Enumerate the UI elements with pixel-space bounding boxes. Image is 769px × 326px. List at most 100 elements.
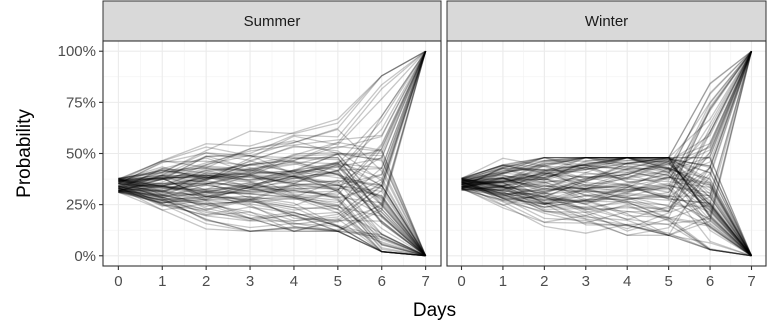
- x-tick-label: 6: [706, 273, 714, 290]
- panel-summer: Summer 0 1 2 3 4 5 6 7: [102, 0, 442, 290]
- series-line-summer-43: [118, 152, 427, 257]
- series-line-summer-95: [118, 173, 427, 257]
- series-line-summer-22: [118, 50, 427, 196]
- series-line-summer-96: [118, 191, 426, 257]
- series-lines-summer: [118, 50, 427, 257]
- series-line-summer-23: [118, 50, 427, 192]
- x-tick-label: 3: [246, 273, 254, 290]
- series-line-winter-49: [461, 50, 753, 194]
- series-line-summer-83: [118, 50, 427, 204]
- series-line-winter-75: [461, 50, 753, 201]
- series-line-winter-10: [461, 186, 752, 257]
- y-tick-label: 100%: [58, 43, 96, 60]
- series-line-winter-86: [461, 50, 753, 212]
- series-line-winter-20: [461, 164, 753, 257]
- gridlines-winter: [447, 41, 766, 266]
- series-line-summer-72: [118, 51, 427, 222]
- series-line-winter-33: [461, 176, 753, 257]
- y-tick-label: 75%: [66, 94, 96, 111]
- series-line-winter-17: [461, 172, 753, 257]
- facet-strip-summer: [102, 0, 442, 42]
- series-line-summer-54: [118, 50, 427, 188]
- series-line-summer-88: [118, 152, 427, 257]
- series-line-summer-19: [118, 189, 426, 257]
- series-line-winter-85: [461, 185, 752, 257]
- series-line-summer-85: [118, 50, 427, 194]
- series-line-winter-55: [461, 167, 753, 257]
- series-line-winter-11: [461, 156, 753, 257]
- series-line-summer-67: [118, 172, 427, 257]
- series-line-summer-53: [118, 50, 427, 183]
- series-line-summer-66: [118, 179, 426, 257]
- series-line-summer-57: [118, 177, 427, 257]
- x-axis-title: Days: [413, 300, 456, 321]
- series-line-summer-87: [118, 51, 427, 197]
- series-line-summer-65: [118, 177, 426, 257]
- series-line-winter-87: [461, 51, 753, 213]
- x-tick-label: 4: [623, 273, 631, 290]
- series-line-summer-6: [118, 179, 427, 257]
- series-line-winter-97: [461, 51, 753, 236]
- series-line-winter-44: [461, 51, 753, 211]
- series-line-summer-30: [118, 173, 426, 257]
- series-line-summer-74: [118, 191, 426, 257]
- series-line-summer-90: [118, 50, 427, 194]
- series-line-summer-75: [118, 145, 427, 257]
- series-line-summer-7: [118, 177, 427, 257]
- series-line-winter-6: [461, 50, 753, 198]
- series-line-winter-18: [461, 156, 753, 257]
- panel-border-winter: [446, 40, 767, 267]
- series-line-summer-28: [118, 175, 427, 257]
- series-line-summer-76: [118, 153, 427, 257]
- series-line-summer-84: [118, 187, 427, 257]
- series-line-summer-94: [118, 154, 427, 257]
- series-line-summer-49: [118, 141, 427, 257]
- series-line-winter-30: [461, 50, 753, 206]
- series-line-winter-77: [461, 156, 752, 257]
- series-line-summer-58: [118, 162, 427, 257]
- series-line-summer-10: [118, 155, 427, 257]
- series-line-winter-36: [461, 51, 753, 236]
- series-line-summer-92: [118, 188, 426, 257]
- series-line-winter-47: [461, 51, 753, 234]
- series-line-winter-84: [461, 156, 753, 257]
- series-line-winter-40: [461, 156, 752, 257]
- series-line-winter-8: [461, 156, 753, 257]
- series-line-summer-3: [118, 50, 426, 180]
- series-line-winter-52: [461, 183, 753, 257]
- panel-winter: Winter 0 1 2 3 4 5 6 7: [446, 0, 767, 290]
- series-line-winter-71: [461, 176, 753, 257]
- series-line-winter-45: [461, 180, 752, 257]
- series-line-summer-46: [118, 163, 427, 257]
- facet-label-summer: Summer: [244, 13, 301, 30]
- series-line-summer-41: [118, 178, 426, 257]
- series-line-winter-22: [461, 157, 752, 257]
- series-line-summer-82: [118, 50, 427, 193]
- series-line-winter-76: [461, 156, 752, 257]
- y-tick-label: 25%: [66, 197, 96, 214]
- series-line-summer-52: [118, 51, 427, 199]
- series-line-winter-99: [461, 50, 753, 219]
- series-line-winter-28: [461, 167, 753, 257]
- series-line-summer-79: [118, 51, 427, 232]
- series-line-winter-67: [461, 51, 753, 236]
- series-line-winter-89: [461, 156, 753, 257]
- x-tick-label: 3: [582, 273, 590, 290]
- series-line-summer-45: [118, 50, 427, 188]
- x-tick-label: 7: [421, 273, 429, 290]
- y-tick-label: 50%: [66, 146, 96, 163]
- series-line-summer-18: [118, 170, 426, 257]
- series-line-summer-48: [118, 174, 426, 257]
- x-tick-label: 2: [540, 273, 548, 290]
- series-line-summer-5: [118, 50, 427, 204]
- x-tick-label: 0: [457, 273, 465, 290]
- series-line-summer-24: [118, 179, 427, 257]
- series-line-winter-41: [461, 180, 752, 257]
- series-line-summer-31: [118, 180, 427, 257]
- series-line-winter-9: [461, 50, 753, 188]
- facet-strip-winter: [446, 0, 767, 42]
- series-line-summer-71: [118, 51, 427, 222]
- series-line-winter-15: [461, 50, 753, 184]
- series-line-summer-70: [118, 161, 427, 257]
